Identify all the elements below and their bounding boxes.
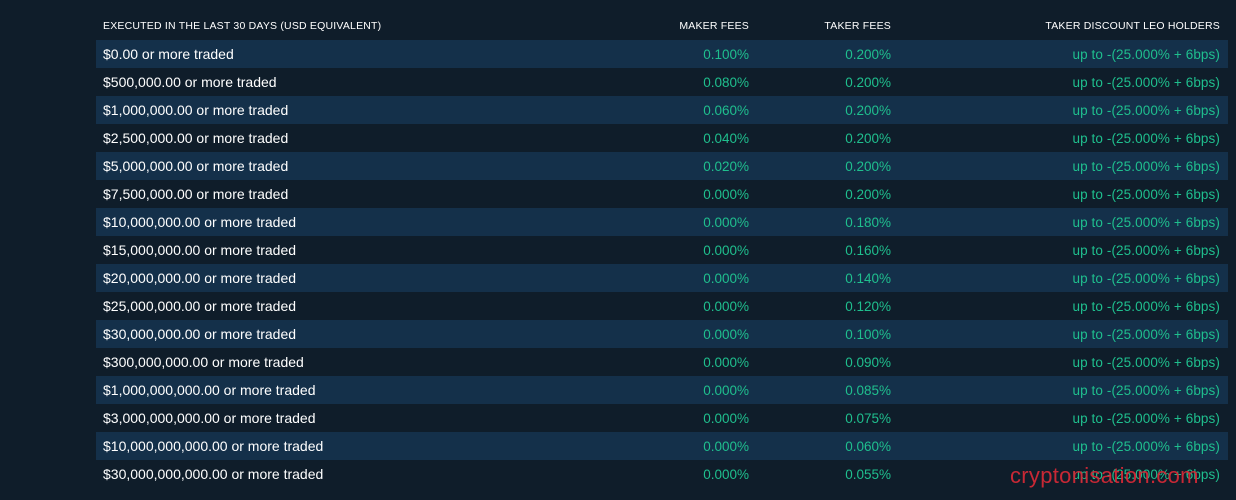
- leo-discount-cell: up to -(25.000% + 6bps): [1072, 186, 1220, 202]
- maker-fee-cell: 0.000%: [703, 382, 749, 398]
- leo-discount-cell: up to -(25.000% + 6bps): [1072, 130, 1220, 146]
- taker-fee-cell: 0.200%: [845, 130, 891, 146]
- table-row: $30,000,000,000.00 or more traded 0.000% 0…: [96, 460, 1228, 488]
- maker-fee-cell: 0.000%: [703, 214, 749, 230]
- table-row: $0.00 or more traded 0.100% 0.200% up to -(…: [96, 40, 1228, 68]
- table-row: $30,000,000.00 or more traded 0.000% 0.100…: [96, 320, 1228, 348]
- volume-cell: $15,000,000.00 or more traded: [103, 242, 297, 258]
- maker-fee-cell: 0.000%: [703, 438, 749, 454]
- table-row: $500,000.00 or more traded 0.080% 0.200% up…: [96, 68, 1228, 96]
- table-row: $15,000,000.00 or more traded 0.000% 0.160…: [96, 236, 1228, 264]
- leo-discount-cell: up to -(25.000% + 6bps): [1072, 298, 1220, 314]
- leo-discount-cell: up to -(25.000% + 6bps): [1072, 74, 1220, 90]
- taker-fee-cell: 0.200%: [845, 158, 891, 174]
- table-body: $0.00 or more traded 0.100% 0.200% up to -(…: [96, 40, 1228, 488]
- leo-discount-cell: up to -(25.000% + 6bps): [1072, 242, 1220, 258]
- table-row: $10,000,000,000.00 or more traded 0.000% 0…: [96, 432, 1228, 460]
- table-row: $1,000,000.00 or more traded 0.060% 0.200%…: [96, 96, 1228, 124]
- table-row: $10,000,000.00 or more traded 0.000% 0.180…: [96, 208, 1228, 236]
- leo-discount-cell: up to -(25.000% + 6bps): [1072, 214, 1220, 230]
- leo-discount-cell: up to -(25.000% + 6bps): [1072, 354, 1220, 370]
- leo-discount-cell: up to -(25.000% + 6bps): [1072, 382, 1220, 398]
- watermark: cryptonisation.com: [1010, 463, 1199, 488]
- maker-fee-cell: 0.060%: [703, 102, 749, 118]
- table-row: $7,500,000.00 or more traded 0.000% 0.200%…: [96, 180, 1228, 208]
- maker-fee-cell: 0.000%: [703, 326, 749, 342]
- volume-cell: $3,000,000,000.00 or more traded: [103, 410, 316, 426]
- taker-fee-cell: 0.200%: [845, 74, 891, 90]
- taker-fee-cell: 0.140%: [845, 270, 891, 286]
- table-row: $3,000,000,000.00 or more traded 0.000% 0.…: [96, 404, 1228, 432]
- leo-discount-cell: up to -(25.000% + 6bps): [1072, 46, 1220, 62]
- taker-fee-cell: 0.180%: [845, 214, 891, 230]
- maker-fee-cell: 0.000%: [703, 270, 749, 286]
- taker-fee-cell: 0.085%: [845, 382, 891, 398]
- volume-cell: $10,000,000.00 or more traded: [103, 214, 297, 230]
- leo-discount-cell: up to -(25.000% + 6bps): [1072, 270, 1220, 286]
- volume-cell: $500,000.00 or more traded: [103, 74, 277, 90]
- maker-fee-cell: 0.000%: [703, 242, 749, 258]
- taker-fee-cell: 0.120%: [845, 298, 891, 314]
- volume-cell: $10,000,000,000.00 or more traded: [103, 438, 324, 454]
- leo-discount-cell: up to -(25.000% + 6bps): [1072, 438, 1220, 454]
- maker-fee-cell: 0.080%: [703, 74, 749, 90]
- taker-fee-cell: 0.060%: [845, 438, 891, 454]
- leo-discount-cell: up to -(25.000% + 6bps): [1072, 326, 1220, 342]
- table-row: $2,500,000.00 or more traded 0.040% 0.200%…: [96, 124, 1228, 152]
- table-header: EXECUTED IN THE LAST 30 DAYS (USD EQUIVA…: [96, 12, 1228, 40]
- volume-cell: $25,000,000.00 or more traded: [103, 298, 297, 314]
- fee-schedule-table: EXECUTED IN THE LAST 30 DAYS (USD EQUIVA…: [96, 12, 1228, 488]
- table-row: $25,000,000.00 or more traded 0.000% 0.120…: [96, 292, 1228, 320]
- maker-fee-cell: 0.040%: [703, 130, 749, 146]
- volume-cell: $7,500,000.00 or more traded: [103, 186, 289, 202]
- maker-fee-cell: 0.000%: [703, 354, 749, 370]
- header-volume: EXECUTED IN THE LAST 30 DAYS (USD EQUIVA…: [103, 20, 382, 32]
- leo-discount-cell: up to -(25.000% + 6bps): [1072, 410, 1220, 426]
- volume-cell: $20,000,000.00 or more traded: [103, 270, 297, 286]
- volume-cell: $30,000,000,000.00 or more traded: [103, 466, 324, 482]
- taker-fee-cell: 0.055%: [845, 466, 891, 482]
- table-row: $1,000,000,000.00 or more traded 0.000% 0.…: [96, 376, 1228, 404]
- maker-fee-cell: 0.020%: [703, 158, 749, 174]
- volume-cell: $300,000,000.00 or more traded: [103, 354, 304, 370]
- volume-cell: $5,000,000.00 or more traded: [103, 158, 289, 174]
- leo-discount-cell: up to -(25.000% + 6bps): [1072, 158, 1220, 174]
- taker-fee-cell: 0.200%: [845, 46, 891, 62]
- maker-fee-cell: 0.100%: [703, 46, 749, 62]
- taker-fee-cell: 0.200%: [845, 186, 891, 202]
- volume-cell: $30,000,000.00 or more traded: [103, 326, 297, 342]
- maker-fee-cell: 0.000%: [703, 298, 749, 314]
- header-leo-discount: TAKER DISCOUNT LEO HOLDERS: [1045, 20, 1220, 32]
- maker-fee-cell: 0.000%: [703, 186, 749, 202]
- taker-fee-cell: 0.100%: [845, 326, 891, 342]
- table-row: $5,000,000.00 or more traded 0.020% 0.200%…: [96, 152, 1228, 180]
- table-row: $300,000,000.00 or more traded 0.000% 0.09…: [96, 348, 1228, 376]
- volume-cell: $2,500,000.00 or more traded: [103, 130, 289, 146]
- maker-fee-cell: 0.000%: [703, 466, 749, 482]
- taker-fee-cell: 0.090%: [845, 354, 891, 370]
- volume-cell: $0.00 or more traded: [103, 46, 234, 62]
- leo-discount-cell: up to -(25.000% + 6bps): [1072, 466, 1220, 482]
- taker-fee-cell: 0.075%: [845, 410, 891, 426]
- volume-cell: $1,000,000,000.00 or more traded: [103, 382, 316, 398]
- table-row: $20,000,000.00 or more traded 0.000% 0.140…: [96, 264, 1228, 292]
- volume-cell: $1,000,000.00 or more traded: [103, 102, 289, 118]
- taker-fee-cell: 0.200%: [845, 102, 891, 118]
- header-maker-fees: MAKER FEES: [679, 20, 749, 32]
- taker-fee-cell: 0.160%: [845, 242, 891, 258]
- leo-discount-cell: up to -(25.000% + 6bps): [1072, 102, 1220, 118]
- header-taker-fees: TAKER FEES: [824, 20, 891, 32]
- maker-fee-cell: 0.000%: [703, 410, 749, 426]
